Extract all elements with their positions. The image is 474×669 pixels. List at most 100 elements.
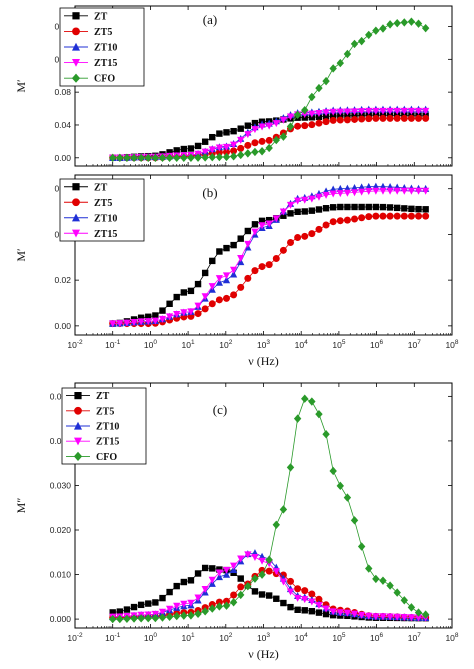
- data-point: [251, 574, 259, 583]
- legend-marker: [74, 406, 82, 415]
- x-tick-label: 102: [219, 339, 232, 350]
- data-point: [265, 261, 273, 269]
- data-point: [329, 190, 337, 198]
- x-tick-label-exp: 8: [455, 632, 459, 639]
- data-point: [408, 205, 415, 213]
- data-point: [158, 613, 167, 622]
- data-point: [407, 212, 415, 220]
- x-tick-label-base: 10: [445, 633, 455, 643]
- x-tick-label-base: 10: [105, 340, 115, 350]
- data-point: [308, 92, 316, 102]
- data-point: [244, 149, 252, 158]
- data-point: [343, 49, 352, 59]
- data-point: [350, 516, 359, 525]
- data-point: [209, 133, 216, 141]
- data-point: [229, 152, 238, 161]
- data-point: [215, 569, 223, 577]
- data-point: [329, 204, 337, 211]
- data-point: [365, 115, 373, 123]
- data-point: [308, 230, 316, 238]
- data-point: [294, 233, 302, 241]
- data-point: [315, 409, 323, 419]
- data-point: [421, 610, 430, 619]
- data-point: [393, 588, 401, 597]
- data-point: [357, 542, 366, 551]
- data-point: [194, 142, 202, 150]
- data-point: [222, 143, 231, 151]
- data-point: [208, 576, 216, 584]
- data-point: [251, 126, 259, 134]
- data-point: [258, 570, 266, 579]
- x-tick-label: 106: [370, 339, 383, 350]
- data-point: [386, 581, 394, 590]
- y-tick-label: 0.00: [54, 153, 71, 163]
- data-point: [294, 594, 302, 602]
- x-tick-label-base: 10: [219, 340, 229, 350]
- data-point: [286, 463, 295, 472]
- data-point: [215, 602, 224, 611]
- data-point: [215, 573, 223, 581]
- data-point: [351, 112, 358, 119]
- data-point: [414, 187, 423, 195]
- data-point: [287, 603, 294, 611]
- data-point: [337, 112, 344, 120]
- data-point: [279, 246, 287, 254]
- x-tick-label-base: 10: [332, 340, 342, 350]
- data-point: [358, 188, 366, 196]
- legend-label: ZT: [94, 182, 108, 193]
- data-point: [244, 274, 252, 282]
- data-point: [308, 121, 316, 129]
- data-point: [244, 227, 252, 235]
- data-point: [166, 588, 173, 596]
- data-point: [237, 254, 245, 262]
- data-point: [258, 137, 266, 145]
- x-tick-label: 108: [445, 339, 458, 350]
- data-point: [230, 270, 238, 278]
- data-point: [244, 122, 252, 129]
- data-point: [187, 287, 195, 295]
- data-point: [158, 608, 167, 616]
- data-point: [216, 130, 223, 137]
- data-point: [343, 116, 351, 124]
- data-point: [223, 244, 230, 252]
- data-point: [180, 578, 188, 586]
- data-point: [209, 565, 216, 572]
- data-point: [237, 583, 245, 591]
- data-point: [208, 300, 216, 308]
- data-point: [173, 293, 180, 301]
- data-point: [337, 203, 344, 211]
- data-point: [215, 296, 223, 304]
- data-point: [308, 207, 316, 214]
- data-point: [237, 555, 245, 563]
- data-point: [358, 115, 366, 123]
- x-tick-label: 10-1: [105, 632, 121, 643]
- data-point: [286, 122, 295, 131]
- data-point: [159, 307, 166, 314]
- data-point: [180, 309, 188, 317]
- data-point: [372, 114, 380, 122]
- x-tick-label-base: 10: [332, 633, 342, 643]
- data-point: [272, 135, 280, 145]
- legend-marker: [72, 59, 80, 67]
- data-point: [123, 153, 131, 162]
- data-point: [386, 187, 394, 195]
- data-point: [407, 614, 416, 622]
- data-point: [286, 113, 295, 121]
- data-point: [329, 608, 337, 616]
- data-point: [109, 614, 117, 624]
- data-point: [201, 269, 209, 277]
- x-tick-label-base: 10: [144, 633, 154, 643]
- x-tick-label-exp: 4: [304, 339, 308, 346]
- legend: ZT ZT5 ZT10 ZT15 CFO: [59, 7, 145, 87]
- data-point: [165, 153, 174, 162]
- data-point: [365, 30, 373, 40]
- data-point: [144, 153, 152, 162]
- data-point: [201, 564, 209, 572]
- data-point: [279, 578, 287, 586]
- data-point: [294, 606, 301, 613]
- data-point: [208, 604, 216, 613]
- data-point: [166, 300, 173, 307]
- data-point: [344, 203, 351, 211]
- data-point: [351, 115, 359, 123]
